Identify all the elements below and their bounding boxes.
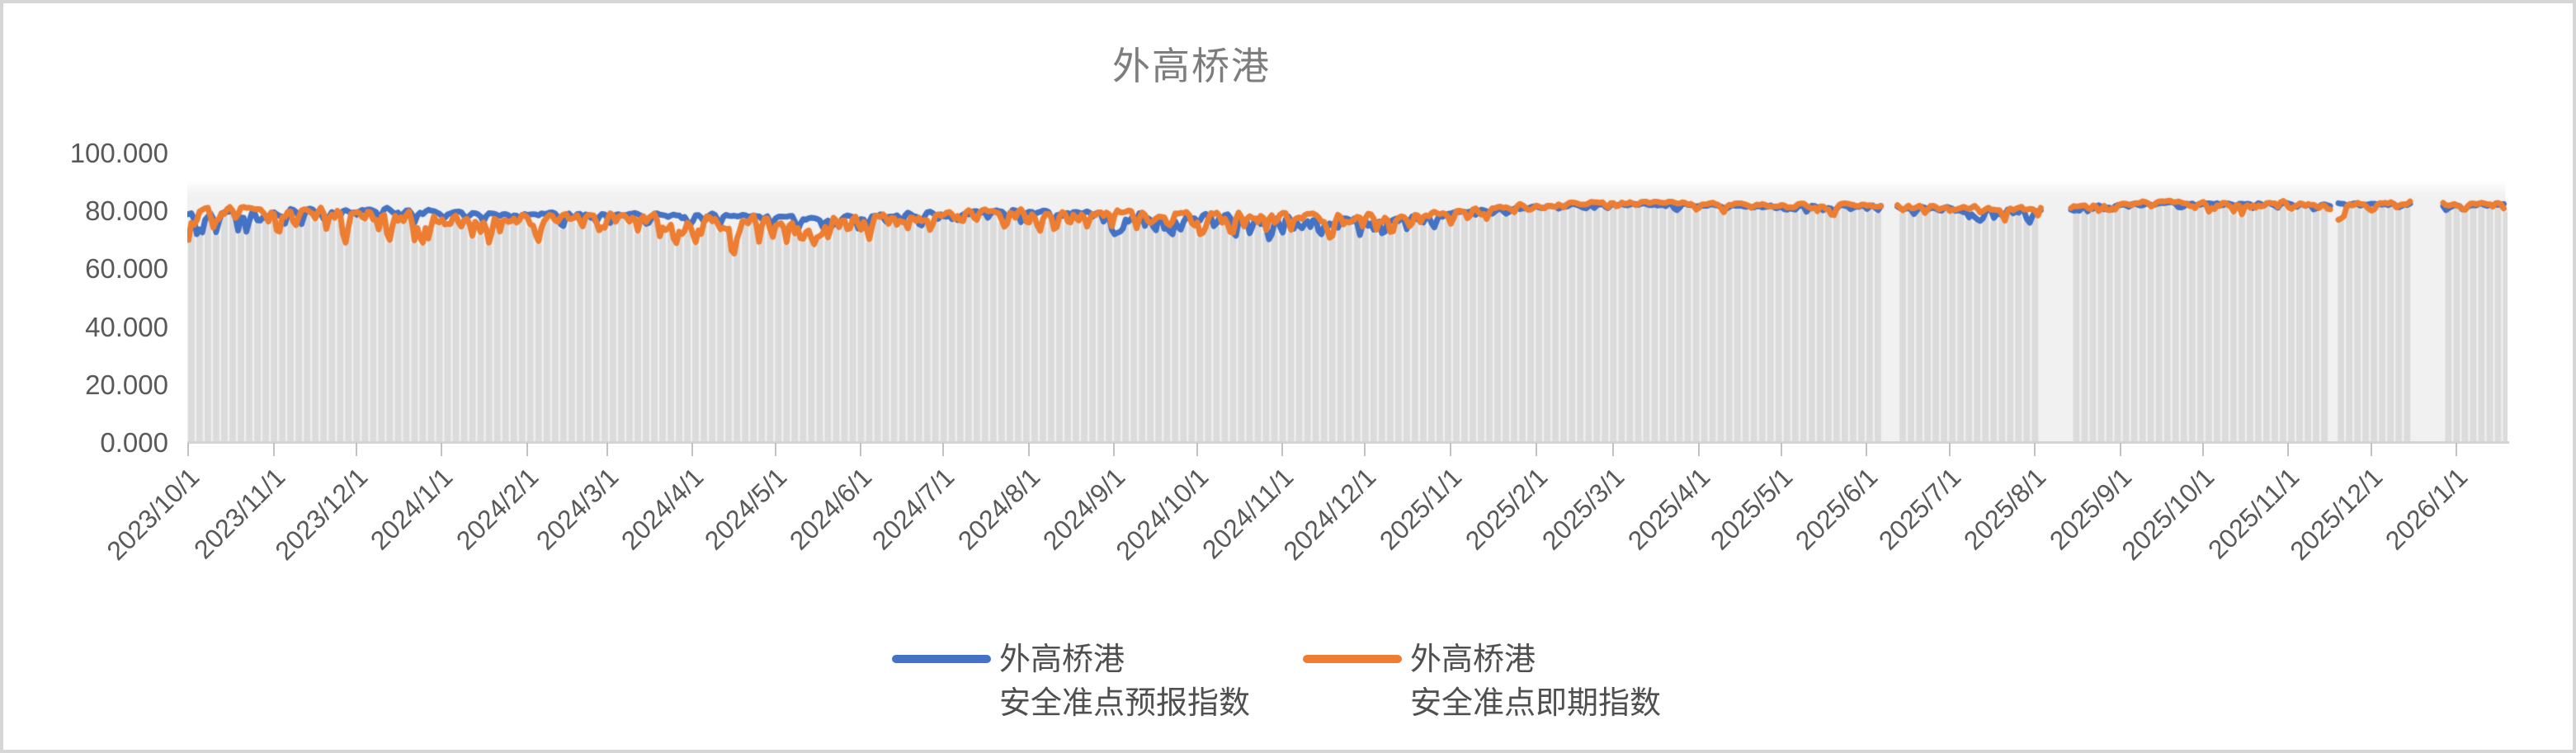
x-axis-tick bbox=[2287, 443, 2290, 456]
y-axis-label: 100.000 bbox=[69, 138, 168, 168]
x-axis-label: 2025/2/1 bbox=[1459, 462, 1553, 556]
x-axis-label: 2024/8/1 bbox=[951, 462, 1046, 556]
x-axis-tick bbox=[1027, 443, 1030, 456]
x-axis-tick bbox=[187, 443, 189, 456]
x-axis-tick bbox=[942, 443, 945, 456]
y-axis-label: 40.000 bbox=[85, 311, 168, 342]
x-axis-tick bbox=[860, 443, 862, 456]
x-axis-tick bbox=[272, 443, 275, 456]
x-axis-tick bbox=[1535, 443, 1537, 456]
x-axis-label: 2025/8/1 bbox=[1958, 462, 2052, 556]
plot-area bbox=[187, 153, 2508, 443]
x-axis-tick bbox=[1612, 443, 1615, 456]
x-axis-tick bbox=[355, 443, 357, 456]
x-axis-tick bbox=[774, 443, 776, 456]
x-axis-label: 2024/4/1 bbox=[616, 462, 710, 556]
x-axis-tick bbox=[691, 443, 694, 456]
y-axis-label: 0.000 bbox=[100, 427, 168, 458]
x-axis-tick bbox=[1113, 443, 1116, 456]
x-axis-label: 2025/4/1 bbox=[1621, 462, 1716, 556]
x-axis-tick bbox=[1866, 443, 1868, 456]
x-axis-tick bbox=[2201, 443, 2204, 456]
y-axis-label: 20.000 bbox=[85, 369, 168, 400]
plot-canvas bbox=[187, 153, 2508, 443]
x-axis-label: 2024/6/1 bbox=[783, 462, 878, 556]
legend-label: 外高桥港 安全准点预报指数 bbox=[999, 642, 1251, 721]
x-axis-tick bbox=[441, 443, 443, 456]
x-axis-tick bbox=[1364, 443, 1366, 456]
x-axis-label: 2024/2/1 bbox=[450, 462, 545, 556]
x-axis-tick bbox=[1196, 443, 1198, 456]
x-axis-label: 2024/5/1 bbox=[698, 462, 792, 556]
x-axis-tick bbox=[1281, 443, 1284, 456]
x-axis-label: 2024/7/1 bbox=[866, 462, 960, 556]
x-axis-label: 2024/1/1 bbox=[365, 462, 459, 556]
x-axis-tick bbox=[1780, 443, 1782, 456]
x-axis-label: 2023/10/1 bbox=[101, 462, 205, 567]
x-axis-tick bbox=[1948, 443, 1951, 456]
x-axis-label: 2025/5/1 bbox=[1704, 462, 1799, 556]
x-axis-tick bbox=[2034, 443, 2036, 456]
x-axis-tick bbox=[1449, 443, 1451, 456]
x-axis-tick bbox=[2370, 443, 2372, 456]
x-axis-label: 2024/3/1 bbox=[530, 462, 625, 556]
x-axis-label: 2025/3/1 bbox=[1536, 462, 1630, 556]
chart-title: 外高桥港 bbox=[1112, 45, 1271, 87]
x-axis-label: 2025/7/1 bbox=[1872, 462, 1967, 556]
x-axis-line bbox=[187, 441, 2509, 444]
legend-label: 外高桥港 安全准点即期指数 bbox=[1410, 642, 1662, 721]
y-axis-label: 80.000 bbox=[85, 195, 168, 227]
y-axis-label: 60.000 bbox=[85, 253, 168, 285]
legend-item-spot: 外高桥港 安全准点即期指数 bbox=[1303, 638, 1661, 726]
legend: 外高桥港 安全准点预报指数 外高桥港 安全准点即期指数 bbox=[892, 638, 1661, 726]
legend-line-swatch bbox=[892, 655, 991, 663]
x-axis-label: 2025/1/1 bbox=[1373, 462, 1468, 556]
x-axis-label: 2026/1/1 bbox=[2380, 462, 2474, 556]
legend-item-forecast: 外高桥港 安全准点预报指数 bbox=[892, 638, 1250, 726]
x-axis-tick bbox=[526, 443, 528, 456]
x-axis-tick bbox=[1697, 443, 1700, 456]
x-axis-label: 2025/6/1 bbox=[1790, 462, 1884, 556]
x-axis-tick bbox=[2119, 443, 2121, 456]
legend-line-swatch bbox=[1303, 655, 1403, 663]
x-axis-tick bbox=[2456, 443, 2458, 456]
x-axis-tick bbox=[606, 443, 608, 456]
